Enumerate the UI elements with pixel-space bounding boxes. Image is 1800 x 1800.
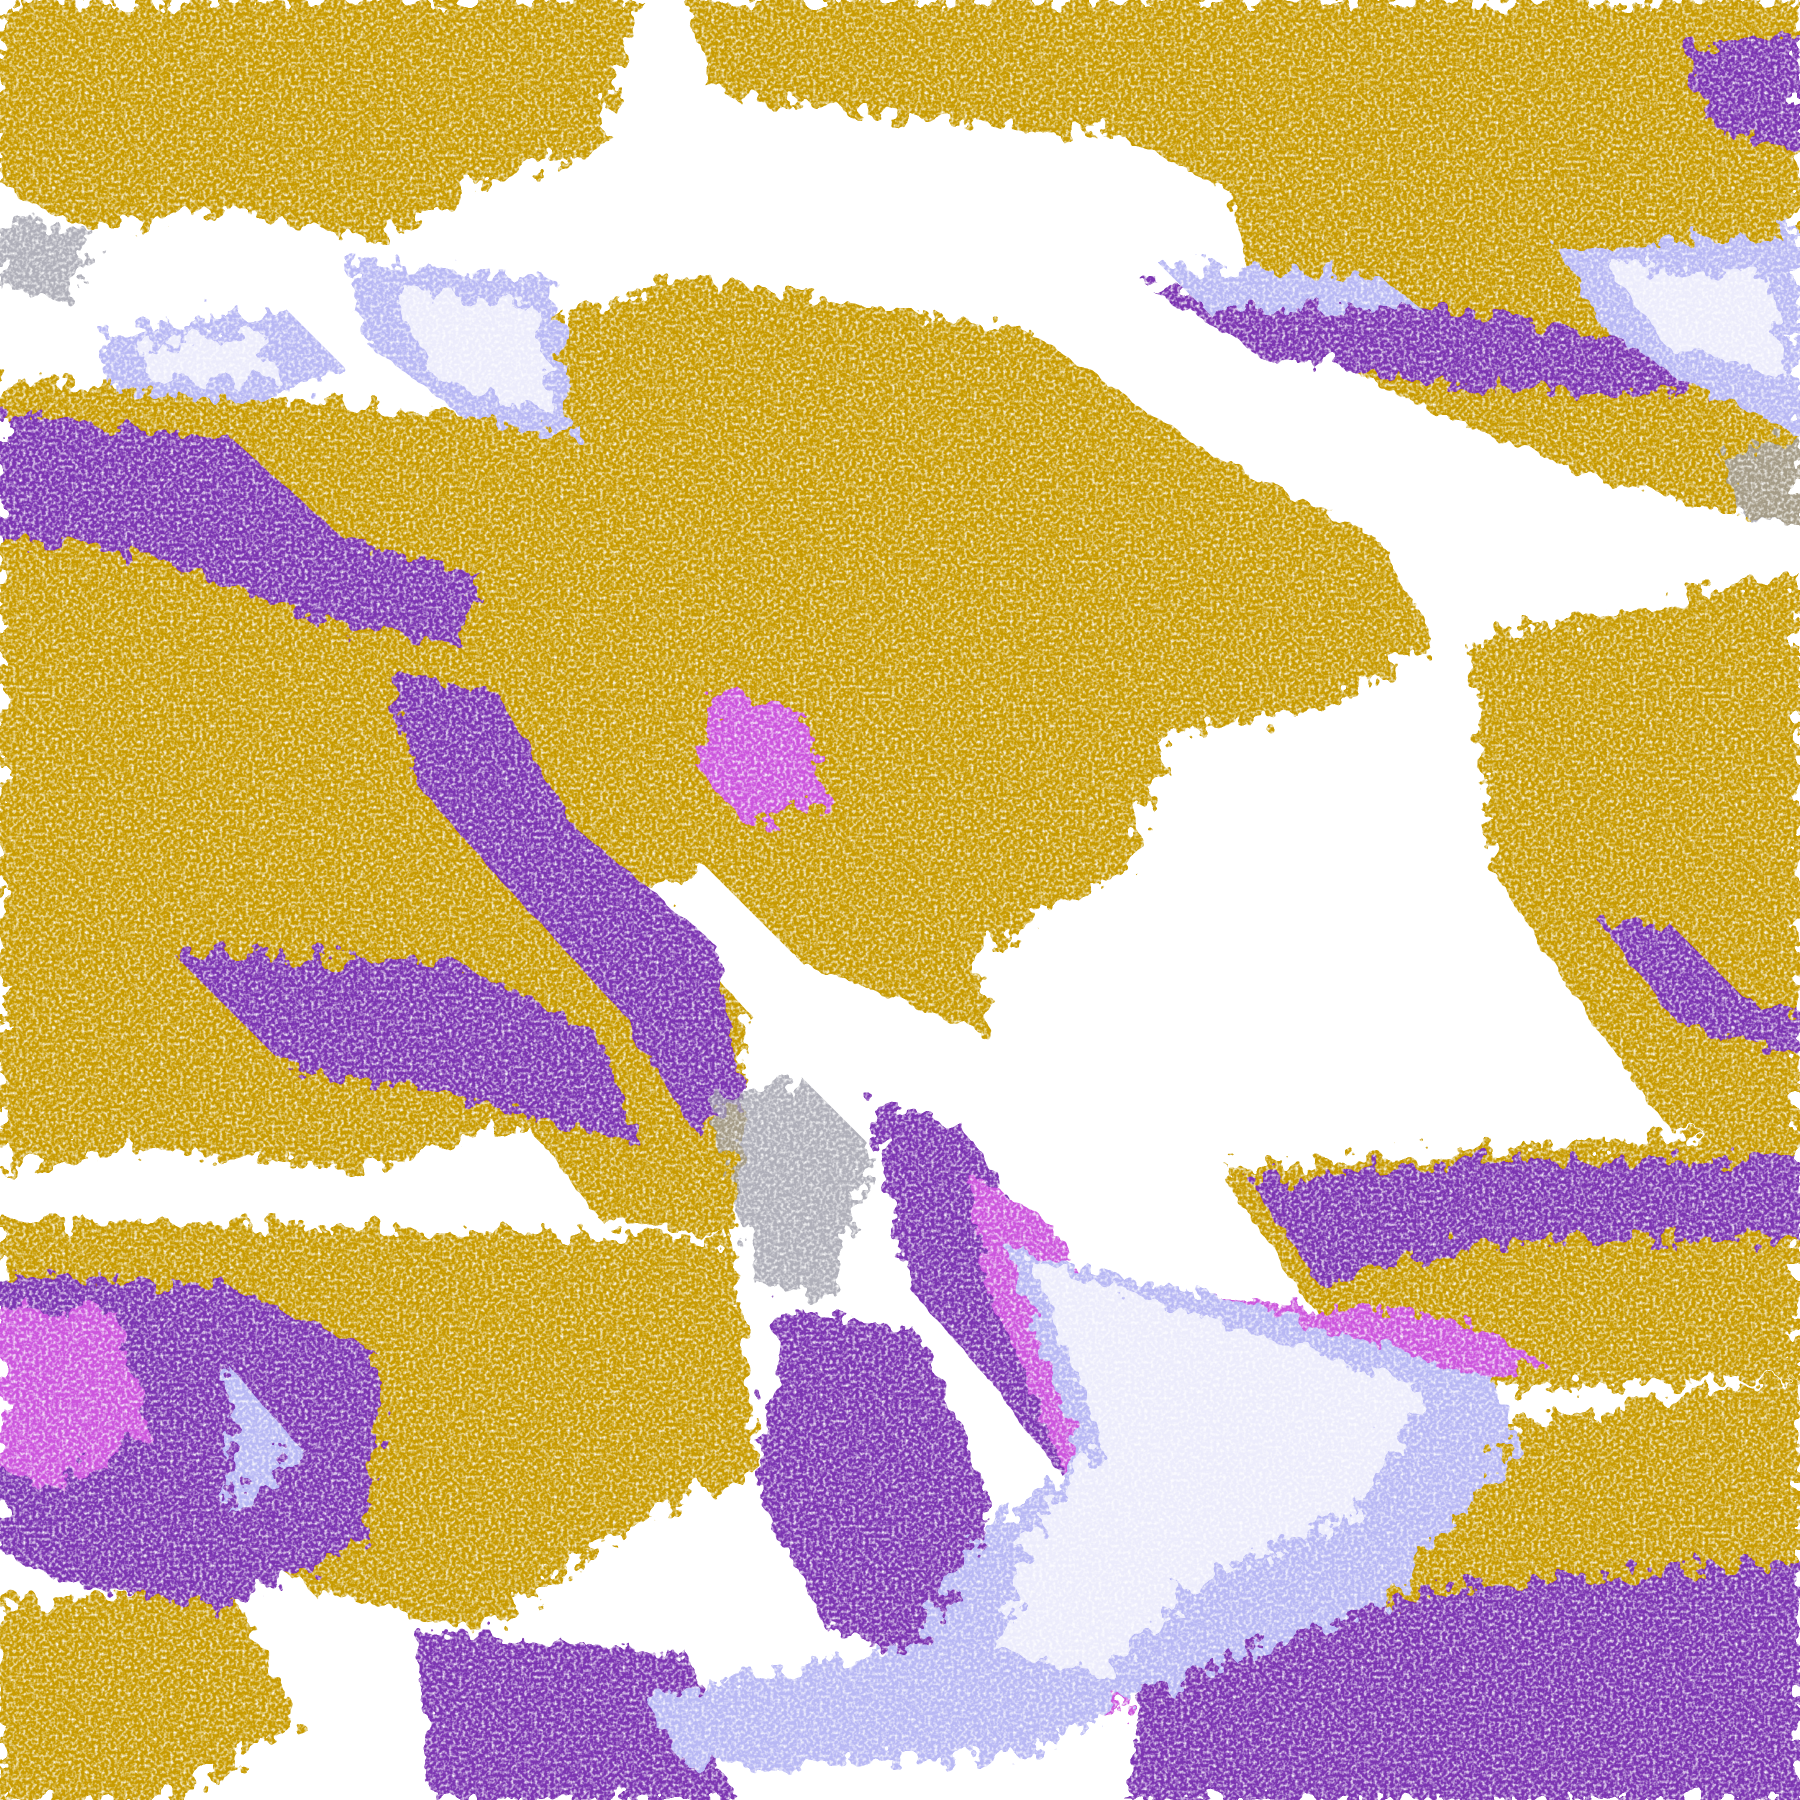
satellite-map (0, 0, 1800, 1800)
texture-speckle (0, 0, 1800, 1800)
